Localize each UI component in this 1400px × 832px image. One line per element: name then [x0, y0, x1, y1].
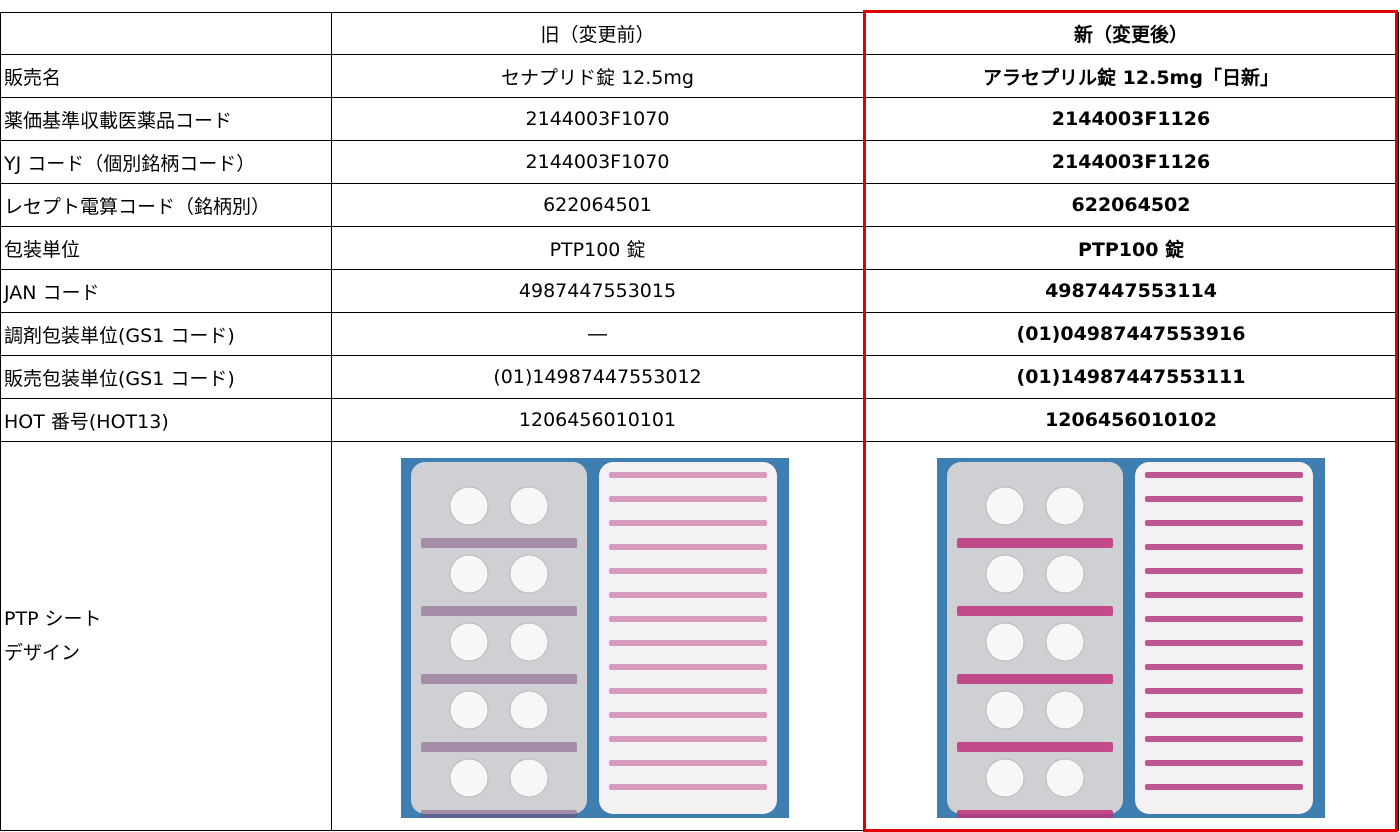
old-value: PTP100 錠	[332, 227, 864, 270]
new-value-text: (01)14987447553111	[1016, 366, 1246, 388]
new-value: 2144003F1126	[864, 98, 1399, 141]
new-value: (01)14987447553111	[864, 356, 1399, 399]
old-value-text: 2144003F1070	[525, 108, 670, 130]
row-label: 包装単位	[0, 227, 332, 270]
row-label-text: レセプト電算コード（銘柄別）	[4, 195, 271, 218]
old-value: 2144003F1070	[332, 98, 864, 141]
design-label-line: PTP シート	[4, 608, 102, 630]
old-value: セナプリド錠 12.5mg	[332, 55, 864, 98]
old-value-text: 1206456010101	[518, 409, 677, 431]
row-label-text: 販売名	[4, 66, 62, 89]
old-value-text: 2144003F1070	[525, 151, 670, 173]
old-value: 622064501	[332, 184, 864, 227]
new-value-text: 2144003F1126	[1051, 108, 1211, 130]
old-value: 4987447553015	[332, 270, 864, 313]
row-label-text: YJ コード（個別銘柄コード）	[4, 152, 256, 175]
row-label: 販売名	[0, 55, 332, 98]
old-value: ―	[332, 313, 864, 356]
row-label-text: 薬価基準収載医薬品コード	[4, 109, 233, 132]
ptp-sheet-photo	[401, 458, 789, 818]
row-label-text: 調剤包装単位(GS1 コード)	[4, 324, 235, 347]
header-old: 旧（変更前）	[540, 23, 655, 46]
new-value-text: 4987447553114	[1045, 280, 1217, 302]
row-label: 薬価基準収載医薬品コード	[0, 98, 332, 141]
header-cell: 新（変更後）	[864, 12, 1399, 55]
old-value-text: ―	[588, 323, 607, 345]
new-value-text: 1206456010102	[1045, 409, 1217, 431]
design-label: PTP シート デザイン	[0, 442, 332, 831]
old-value-text: 622064501	[543, 194, 652, 216]
new-value-text: (01)04987447553916	[1016, 323, 1246, 345]
row-label-text: 包装単位	[4, 238, 81, 261]
new-value: アラセプリル錠 12.5mg「日新」	[864, 55, 1399, 98]
header-cell: 旧（変更前）	[332, 12, 864, 55]
design-label-lines: PTP シート デザイン	[4, 602, 102, 670]
new-value-text: PTP100 錠	[1077, 238, 1185, 261]
header-new: 新（変更後）	[1073, 23, 1188, 46]
new-value: (01)04987447553916	[864, 313, 1399, 356]
row-label: レセプト電算コード（銘柄別）	[0, 184, 332, 227]
old-value-text: セナプリド錠 12.5mg	[501, 66, 694, 89]
row-label: 調剤包装単位(GS1 コード)	[0, 313, 332, 356]
ptp-sheet-photo	[937, 458, 1325, 818]
new-value: 4987447553114	[864, 270, 1399, 313]
old-value: (01)14987447553012	[332, 356, 864, 399]
row-label: JAN コード	[0, 270, 332, 313]
old-value: 1206456010101	[332, 399, 864, 442]
row-label-text: 販売包装単位(GS1 コード)	[4, 367, 235, 390]
new-value: 2144003F1126	[864, 141, 1399, 184]
new-value-text: アラセプリル錠 12.5mg「日新」	[983, 66, 1279, 89]
new-value: PTP100 錠	[864, 227, 1399, 270]
row-label-text: JAN コード	[4, 281, 100, 304]
row-label-text: HOT 番号(HOT13)	[4, 410, 169, 433]
old-value-text: (01)14987447553012	[493, 366, 702, 388]
old-value-text: PTP100 錠	[549, 238, 646, 261]
old-value: 2144003F1070	[332, 141, 864, 184]
header-empty	[0, 12, 332, 55]
row-label: 販売包装単位(GS1 コード)	[0, 356, 332, 399]
new-value: 1206456010102	[864, 399, 1399, 442]
design-label-line: デザイン	[4, 642, 81, 664]
new-value-text: 2144003F1126	[1051, 151, 1211, 173]
row-label: YJ コード（個別銘柄コード）	[0, 141, 332, 184]
row-label: HOT 番号(HOT13)	[0, 399, 332, 442]
new-value: 622064502	[864, 184, 1399, 227]
old-value-text: 4987447553015	[518, 280, 677, 302]
new-value-text: 622064502	[1071, 194, 1191, 216]
